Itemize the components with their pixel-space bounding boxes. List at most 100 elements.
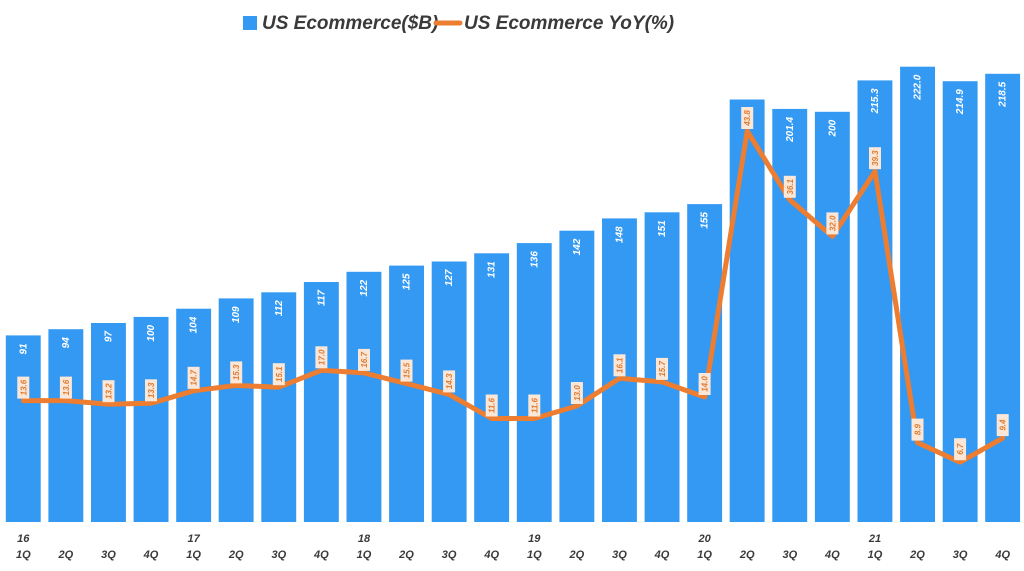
x-tick-quarter-label: 3Q bbox=[953, 549, 968, 561]
bar bbox=[900, 66, 935, 522]
x-tick-year-label: 21 bbox=[868, 533, 881, 545]
bar-value-label: 97 bbox=[104, 331, 115, 343]
x-tick-quarter-label: 3Q bbox=[782, 549, 797, 561]
bar-value-label: 117 bbox=[316, 290, 327, 306]
x-tick-quarter-label: 1Q bbox=[868, 549, 883, 561]
bar bbox=[687, 204, 723, 522]
yoy-label-background bbox=[272, 363, 285, 386]
x-tick-quarter-label: 3Q bbox=[612, 549, 627, 561]
bar-value-label: 131 bbox=[487, 261, 498, 278]
yoy-value-text: 36.1 bbox=[786, 178, 795, 194]
yoy-label-background bbox=[698, 373, 711, 395]
bar bbox=[985, 73, 1021, 523]
yoy-value-label: 11.6 bbox=[528, 394, 541, 417]
yoy-label-background bbox=[400, 359, 413, 382]
yoy-value-text: 6.7 bbox=[956, 443, 965, 455]
yoy-label-background bbox=[102, 380, 115, 403]
x-tick-quarter-label: 1Q bbox=[16, 549, 31, 561]
bar-value-label: 112 bbox=[274, 300, 285, 316]
x-tick-year-label: 16 bbox=[17, 533, 30, 545]
bar-value-label: 91 bbox=[18, 343, 29, 355]
yoy-value-label: 6.7 bbox=[954, 438, 967, 461]
yoy-value-text: 16.1 bbox=[616, 357, 625, 373]
yoy-label-background bbox=[443, 370, 456, 393]
bar bbox=[772, 108, 808, 523]
x-tick-quarter-label: 3Q bbox=[101, 549, 116, 561]
yoy-value-label: 13.2 bbox=[102, 380, 115, 403]
yoy-label-background bbox=[826, 212, 839, 235]
yoy-value-text: 15.1 bbox=[275, 366, 284, 382]
yoy-value-text: 8.9 bbox=[914, 423, 923, 435]
yoy-value-label: 15.3 bbox=[230, 361, 243, 384]
yoy-value-label: 14.7 bbox=[187, 366, 200, 389]
yoy-label-background bbox=[996, 414, 1009, 437]
x-tick-year-label: 19 bbox=[528, 533, 541, 545]
yoy-value-label: 11.6 bbox=[485, 394, 498, 417]
yoy-value-text: 13.6 bbox=[19, 379, 28, 395]
x-tick-quarter-label: 1Q bbox=[527, 549, 542, 561]
yoy-value-label: 16.7 bbox=[358, 348, 370, 371]
x-tick-quarter-label: 2Q bbox=[398, 549, 414, 561]
yoy-value-text: 14.3 bbox=[445, 373, 454, 389]
x-tick-quarter-label: 3Q bbox=[442, 549, 457, 561]
x-tick-quarter-label: 2Q bbox=[58, 549, 74, 561]
yoy-line-layer bbox=[20, 128, 1006, 465]
yoy-value-text: 13.3 bbox=[147, 382, 156, 398]
bar-value-label: 94 bbox=[61, 337, 72, 349]
yoy-value-text: 9.4 bbox=[999, 419, 1008, 431]
bar bbox=[814, 111, 850, 523]
bar bbox=[91, 323, 126, 522]
yoy-value-text: 15.7 bbox=[658, 361, 667, 377]
x-tick-quarter-label: 4Q bbox=[654, 549, 670, 561]
yoy-value-label: 15.7 bbox=[656, 357, 668, 380]
yoy-value-text: 15.3 bbox=[232, 364, 241, 380]
bar bbox=[389, 265, 424, 522]
yoy-value-label: 8.9 bbox=[911, 418, 924, 441]
bar-value-label: 215.3 bbox=[870, 88, 881, 114]
x-tick-quarter-label: 4Q bbox=[483, 549, 499, 561]
yoy-value-text: 15.5 bbox=[403, 362, 412, 378]
bar-labels: 91 94 97 100 104 109 112 117 122 125 127 131 136 142 1… bbox=[18, 74, 1008, 354]
bar bbox=[474, 253, 510, 523]
bar-value-label: 155 bbox=[700, 212, 711, 229]
bar bbox=[303, 282, 339, 522]
x-tick-quarter-label: 2Q bbox=[569, 549, 585, 561]
yoy-value-label: 17.0 bbox=[315, 346, 328, 369]
yoy-value-text: 14.0 bbox=[701, 376, 710, 392]
bar-value-label: 148 bbox=[615, 226, 626, 243]
yoy-label-background bbox=[741, 107, 754, 129]
bar-value-label: 214.9 bbox=[955, 89, 966, 115]
bar-value-label: 125 bbox=[402, 273, 413, 290]
bar bbox=[133, 316, 169, 522]
yoy-value-label: 9.4 bbox=[996, 414, 1009, 437]
yoy-value-label: 32.0 bbox=[826, 212, 839, 235]
yoy-label-background bbox=[570, 382, 583, 404]
yoy-value-text: 13.2 bbox=[105, 383, 114, 399]
bar-value-label: 218.5 bbox=[998, 81, 1009, 107]
yoy-label-background bbox=[17, 376, 30, 399]
yoy-label-background bbox=[145, 379, 157, 402]
bar bbox=[5, 335, 41, 522]
x-tick-quarter-label: 2Q bbox=[228, 549, 244, 561]
bar bbox=[261, 292, 297, 522]
yoy-label-background bbox=[485, 394, 498, 417]
bar bbox=[516, 243, 552, 522]
bar-value-label: 122 bbox=[359, 279, 370, 296]
yoy-label-background bbox=[230, 361, 243, 384]
bar-value-label: 100 bbox=[146, 324, 157, 341]
bar bbox=[857, 80, 893, 523]
bar bbox=[48, 329, 84, 522]
legend-bar-label: US Ecommerce($B) bbox=[262, 13, 438, 34]
x-tick-quarter-label: 4Q bbox=[143, 549, 159, 561]
x-tick-quarter-label: 2Q bbox=[739, 549, 755, 561]
bar-value-label: 104 bbox=[189, 316, 200, 333]
yoy-label-background bbox=[59, 376, 72, 399]
x-tick-quarter-label: 3Q bbox=[271, 549, 286, 561]
yoy-label-background bbox=[869, 147, 881, 170]
yoy-label-background bbox=[656, 357, 668, 380]
yoy-value-label: 39.3 bbox=[869, 147, 881, 170]
yoy-value-label: 15.1 bbox=[272, 363, 285, 386]
legend: US Ecommerce($B) US Ecommerce YoY(%) bbox=[243, 13, 674, 34]
yoy-value-label: 13.3 bbox=[145, 379, 157, 402]
x-tick-quarter-label: 1Q bbox=[357, 549, 372, 561]
